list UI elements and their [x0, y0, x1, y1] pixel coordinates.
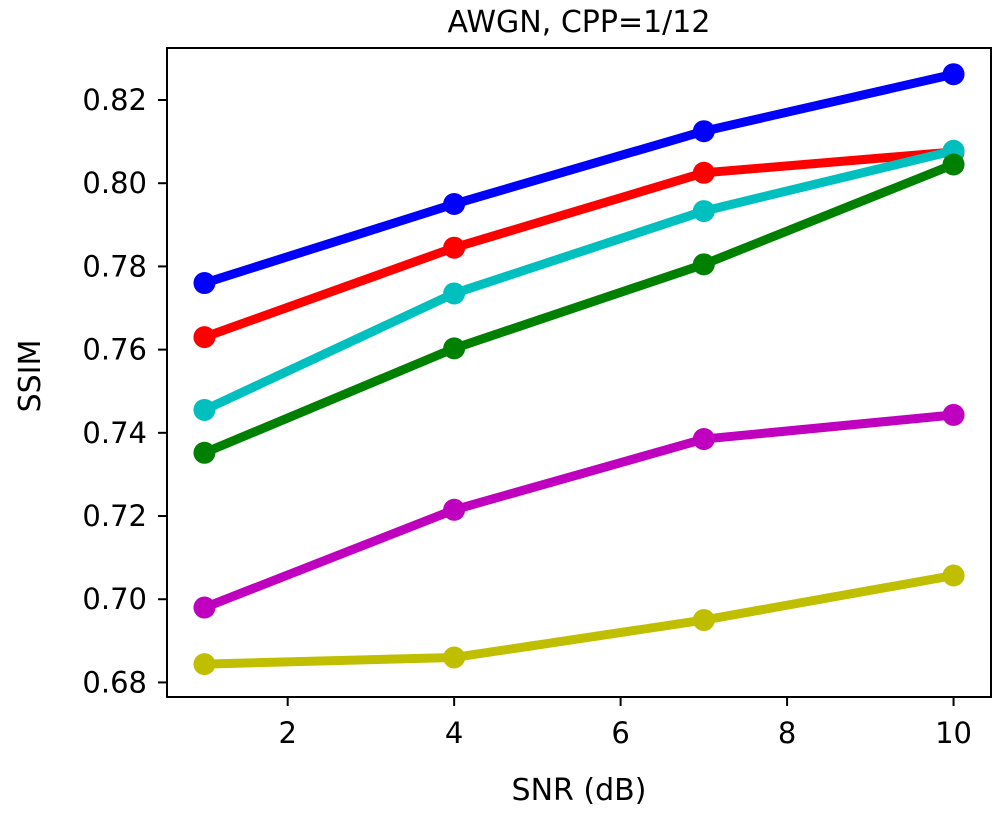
data-point-olive: [443, 646, 466, 669]
data-point-magenta: [942, 403, 965, 426]
series-magenta: [193, 403, 965, 619]
y-tick-label: 0.80: [82, 166, 147, 200]
y-tick-label: 0.78: [82, 249, 147, 283]
y-tick-label: 0.76: [82, 333, 147, 367]
data-point-cyan: [193, 398, 216, 421]
data-point-blue: [942, 63, 965, 86]
plot-frame: [166, 47, 992, 698]
series-line-green: [198, 158, 960, 459]
y-tick-label: 0.74: [82, 416, 147, 450]
series-line-red: [198, 147, 959, 343]
data-point-green: [692, 253, 715, 276]
data-point-green: [942, 153, 965, 176]
x-tick-label: 2: [278, 716, 296, 750]
chart-title: AWGN, CPP=1/12: [448, 5, 711, 40]
data-point-magenta: [692, 428, 715, 451]
data-point-magenta: [443, 498, 466, 521]
data-point-olive: [193, 653, 216, 676]
data-point-red: [193, 326, 216, 349]
y-tick-label: 0.70: [82, 582, 147, 616]
x-tick-label: 4: [445, 716, 463, 750]
series-line-blue: [198, 68, 959, 289]
x-axis-label: SNR (dB): [512, 773, 647, 808]
y-tick-label: 0.72: [82, 499, 147, 533]
series-green: [193, 153, 965, 464]
axes-layer: 2 4 6 8 10 0.68 0.70 0.72 0.74 0.76 0.78 0.80 0.82: [82, 47, 992, 750]
series-line-olive: [199, 570, 959, 669]
data-point-blue: [193, 272, 216, 295]
data-point-green: [443, 337, 466, 360]
series-layer: [193, 63, 965, 676]
data-point-olive: [942, 564, 965, 587]
data-point-cyan: [692, 200, 715, 223]
data-point-green: [193, 441, 216, 464]
y-axis-label: SSIM: [13, 340, 48, 413]
x-tick-label: 8: [778, 716, 796, 750]
data-point-magenta: [193, 596, 216, 619]
data-point-blue: [443, 193, 466, 216]
y-tick-label: 0.68: [82, 665, 147, 699]
series-line-cyan: [198, 145, 959, 416]
series-line-magenta: [198, 410, 959, 614]
y-tick-label: 0.82: [82, 83, 147, 117]
x-tick-label: 6: [611, 716, 629, 750]
series-olive: [193, 564, 965, 676]
data-point-blue: [692, 120, 715, 143]
series-blue: [193, 63, 965, 295]
data-point-cyan: [443, 282, 466, 305]
x-tick-label: 10: [935, 716, 972, 750]
data-point-red: [692, 161, 715, 184]
series-cyan: [193, 139, 965, 421]
data-point-red: [443, 236, 466, 259]
data-point-olive: [692, 609, 715, 632]
